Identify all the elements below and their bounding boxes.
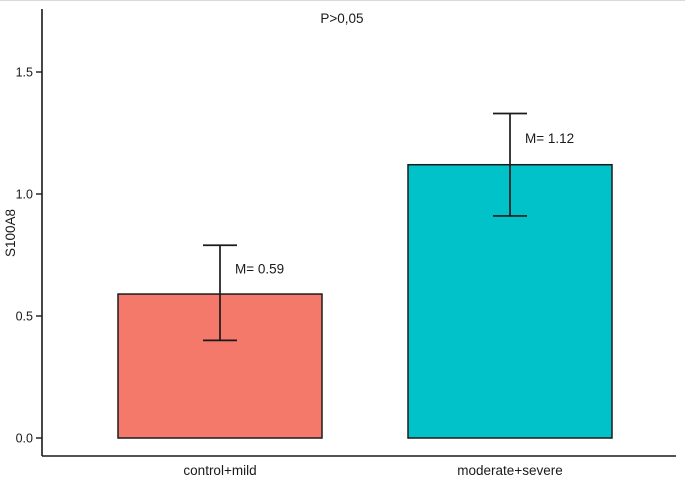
y-tick-label: 1.5: [16, 66, 33, 80]
y-tick-label: 0.5: [16, 310, 33, 324]
y-tick-label: 0.0: [16, 432, 33, 446]
bar-value-label: M= 0.59: [235, 262, 284, 277]
bar-value-label: M= 1.12: [525, 131, 574, 146]
category-label: moderate+severe: [457, 463, 562, 478]
y-tick-label: 1.0: [16, 188, 33, 202]
category-label: control+mild: [183, 463, 256, 478]
y-axis-title: S100A8: [3, 209, 18, 257]
annotation-p-value: P>0,05: [320, 11, 363, 26]
